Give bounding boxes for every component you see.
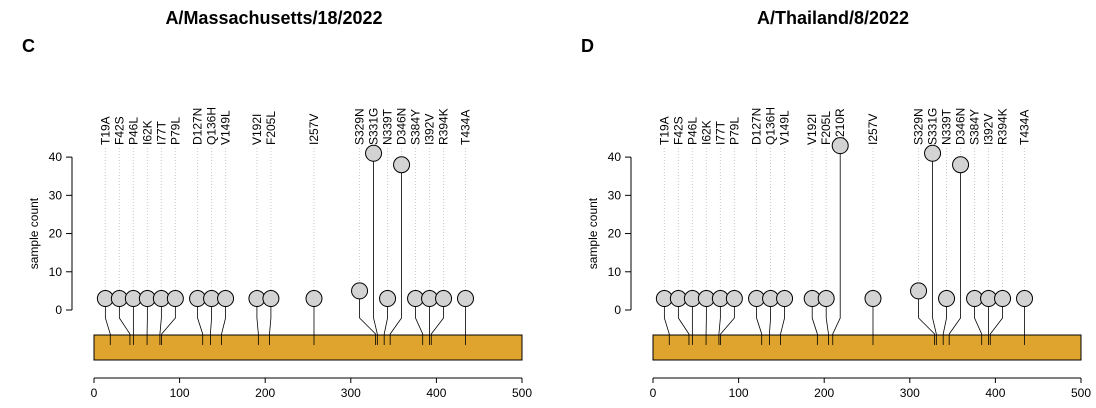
mutation-label: S329N: [912, 108, 926, 145]
y-tick-label: 20: [49, 227, 63, 241]
lollipop-head: [832, 138, 848, 154]
mutation-label: V192I: [250, 114, 264, 145]
y-tick-label: 20: [608, 227, 622, 241]
stem: [390, 165, 401, 345]
mutation-label: S384Y: [409, 109, 423, 145]
mutation-label: R394K: [437, 108, 451, 145]
lollipop-head: [777, 291, 793, 307]
x-tick-label: 100: [170, 386, 190, 400]
lollipop-head: [380, 291, 396, 307]
y-tick-label: 40: [49, 150, 63, 164]
lollipop-head: [167, 291, 183, 307]
stem: [833, 146, 840, 345]
lollipop-head: [953, 157, 969, 173]
y-tick-label: 0: [55, 303, 62, 317]
lollipop-head: [436, 291, 452, 307]
lollipop-head: [995, 291, 1011, 307]
x-tick-label: 300: [900, 386, 920, 400]
lollipop-head: [306, 291, 322, 307]
mutation-label: N339T: [381, 108, 395, 145]
mutation-label: I77T: [154, 120, 168, 145]
lollipop-head: [925, 145, 941, 161]
y-tick-label: 30: [608, 188, 622, 202]
mutation-label: P79L: [168, 117, 182, 145]
mutation-label: S331G: [367, 108, 381, 145]
panel-label: D: [581, 36, 594, 56]
lollipop-head: [366, 145, 382, 161]
mutation-label: T434A: [1018, 110, 1032, 145]
mutation-label: I257V: [307, 114, 321, 145]
mutation-label: P46L: [685, 117, 699, 145]
mutation-label: D127N: [750, 108, 764, 145]
mutation-label: D346N: [395, 108, 409, 145]
mutation-label: V192I: [805, 114, 819, 145]
mutation-label: S329N: [353, 108, 367, 145]
panel-label: C: [22, 36, 35, 56]
mutation-label: Q136H: [764, 107, 778, 145]
mutation-label: F205L: [264, 111, 278, 145]
mutation-label: V149L: [778, 110, 792, 145]
protein-domain: [94, 335, 522, 360]
y-tick-label: 0: [614, 303, 621, 317]
lollipop-head: [263, 291, 279, 307]
x-tick-label: 400: [985, 386, 1005, 400]
lollipop-head: [939, 291, 955, 307]
mutation-label: I62K: [699, 120, 713, 145]
mutation-label: Q136H: [205, 107, 219, 145]
mutation-label: S384Y: [968, 109, 982, 145]
mutation-label: P79L: [727, 117, 741, 145]
lollipop-head: [911, 283, 927, 299]
x-tick-label: 200: [255, 386, 275, 400]
mutation-label: V149L: [219, 110, 233, 145]
lollipop-head: [352, 283, 368, 299]
lollipop-head: [865, 291, 881, 307]
mutation-label: S331G: [926, 108, 940, 145]
lollipop-head: [726, 291, 742, 307]
y-tick-label: 40: [608, 150, 622, 164]
chart-title: A/Massachusetts/18/2022: [165, 8, 382, 28]
y-axis-label: sample count: [27, 197, 41, 269]
x-tick-label: 500: [1071, 386, 1091, 400]
mutation-label: I257V: [866, 114, 880, 145]
lollipop-head: [818, 291, 834, 307]
x-tick-label: 0: [650, 386, 657, 400]
mutation-label: I392V: [423, 114, 437, 145]
x-tick-label: 300: [341, 386, 361, 400]
mutation-label: I62K: [140, 120, 154, 145]
mutation-label: T19A: [657, 116, 671, 145]
lollipop-head: [1017, 291, 1033, 307]
stem: [374, 153, 378, 345]
x-tick-label: 100: [729, 386, 749, 400]
chart-title: A/Thailand/8/2022: [757, 8, 909, 28]
y-tick-label: 10: [49, 265, 63, 279]
mutation-label: F205L: [819, 111, 833, 145]
x-tick-label: 500: [512, 386, 532, 400]
mutation-label: I392V: [982, 114, 996, 145]
x-tick-label: 0: [91, 386, 98, 400]
mutation-label: R394K: [996, 108, 1010, 145]
mutation-label: D127N: [191, 108, 205, 145]
mutation-label: D346N: [954, 108, 968, 145]
lollipop-head: [458, 291, 474, 307]
lollipop-head: [218, 291, 234, 307]
stem: [933, 153, 937, 345]
mutation-label: T19A: [98, 116, 112, 145]
x-tick-label: 400: [426, 386, 446, 400]
x-tick-label: 200: [814, 386, 834, 400]
mutation-label: N339T: [940, 108, 954, 145]
y-axis-label: sample count: [586, 197, 600, 269]
mutation-label: I77T: [713, 120, 727, 145]
mutation-label: F42S: [671, 116, 685, 145]
protein-domain: [653, 335, 1081, 360]
stem: [949, 165, 960, 345]
y-tick-label: 30: [49, 188, 63, 202]
mutation-label: F42S: [112, 116, 126, 145]
y-tick-label: 10: [608, 265, 622, 279]
mutation-label: T434A: [459, 110, 473, 145]
lollipop-head: [394, 157, 410, 173]
mutation-label: P46L: [126, 117, 140, 145]
